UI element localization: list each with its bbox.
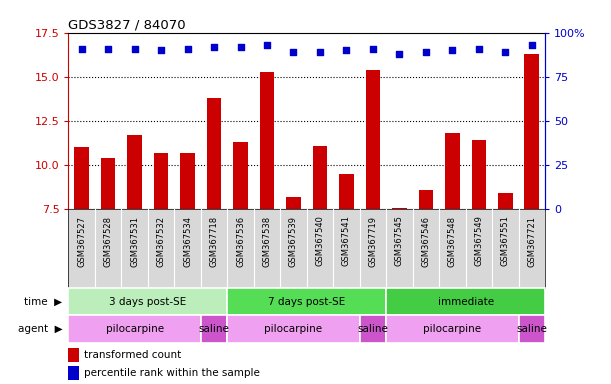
Text: GSM367546: GSM367546	[422, 215, 430, 266]
Text: GSM367532: GSM367532	[156, 215, 166, 266]
Point	[315, 49, 325, 55]
Text: GSM367719: GSM367719	[368, 215, 378, 266]
Bar	[365, 70, 380, 209]
Text: GSM367718: GSM367718	[210, 215, 219, 267]
Bar	[68, 288, 227, 315]
Text: percentile rank within the sample: percentile rank within the sample	[84, 367, 260, 377]
Bar	[260, 71, 274, 209]
Text: GSM367531: GSM367531	[130, 215, 139, 266]
Text: time  ▶: time ▶	[24, 296, 62, 306]
Bar	[68, 366, 79, 380]
Text: pilocarpine: pilocarpine	[423, 324, 481, 334]
Text: GSM367536: GSM367536	[236, 215, 245, 267]
Point	[500, 49, 510, 55]
Bar	[445, 133, 459, 209]
Bar	[386, 288, 545, 315]
Bar	[339, 174, 354, 209]
Point	[103, 45, 113, 51]
Text: GSM367545: GSM367545	[395, 215, 404, 266]
Bar	[233, 142, 248, 209]
Point	[156, 47, 166, 53]
Text: 3 days post-SE: 3 days post-SE	[109, 296, 186, 306]
Bar	[498, 194, 513, 209]
Bar	[519, 315, 545, 343]
Bar	[154, 153, 169, 209]
Bar	[472, 141, 486, 209]
Text: GSM367539: GSM367539	[289, 215, 298, 266]
Text: saline: saline	[516, 324, 547, 334]
Text: GSM367721: GSM367721	[527, 215, 536, 266]
Point	[395, 51, 404, 57]
Text: agent  ▶: agent ▶	[18, 324, 62, 334]
Bar	[227, 288, 386, 315]
Bar	[101, 158, 115, 209]
Text: GSM367538: GSM367538	[263, 215, 271, 267]
Text: saline: saline	[199, 324, 230, 334]
Text: GSM367527: GSM367527	[77, 215, 86, 266]
Point	[342, 47, 351, 53]
Bar	[201, 315, 227, 343]
Text: pilocarpine: pilocarpine	[106, 324, 164, 334]
Text: 7 days post-SE: 7 days post-SE	[268, 296, 345, 306]
Point	[474, 45, 484, 51]
Text: GSM367528: GSM367528	[104, 215, 112, 266]
Point	[527, 42, 536, 48]
Bar	[386, 315, 519, 343]
Bar	[524, 54, 539, 209]
Bar	[419, 190, 433, 209]
Text: GSM367534: GSM367534	[183, 215, 192, 266]
Bar	[360, 315, 386, 343]
Point	[209, 44, 219, 50]
Text: GSM367551: GSM367551	[501, 215, 510, 266]
Point	[183, 45, 192, 51]
Point	[368, 45, 378, 51]
Bar	[286, 197, 301, 209]
Text: GSM367540: GSM367540	[315, 215, 324, 266]
Text: immediate: immediate	[437, 296, 494, 306]
Bar	[127, 135, 142, 209]
Point	[262, 42, 272, 48]
Point	[447, 47, 457, 53]
Text: GSM367541: GSM367541	[342, 215, 351, 266]
Point	[77, 45, 87, 51]
Bar	[392, 208, 407, 209]
Bar	[180, 153, 195, 209]
Point	[288, 49, 298, 55]
Text: GDS3827 / 84070: GDS3827 / 84070	[68, 18, 186, 31]
Bar	[227, 315, 360, 343]
Point	[421, 49, 431, 55]
Point	[236, 44, 246, 50]
Text: GSM367549: GSM367549	[474, 215, 483, 266]
Bar	[207, 98, 221, 209]
Point	[130, 45, 139, 51]
Bar	[75, 147, 89, 209]
Bar	[68, 315, 201, 343]
Bar	[313, 146, 327, 209]
Text: GSM367548: GSM367548	[448, 215, 457, 266]
Bar	[68, 348, 79, 362]
Text: pilocarpine: pilocarpine	[265, 324, 323, 334]
Text: transformed count: transformed count	[84, 349, 181, 359]
Text: saline: saline	[357, 324, 389, 334]
